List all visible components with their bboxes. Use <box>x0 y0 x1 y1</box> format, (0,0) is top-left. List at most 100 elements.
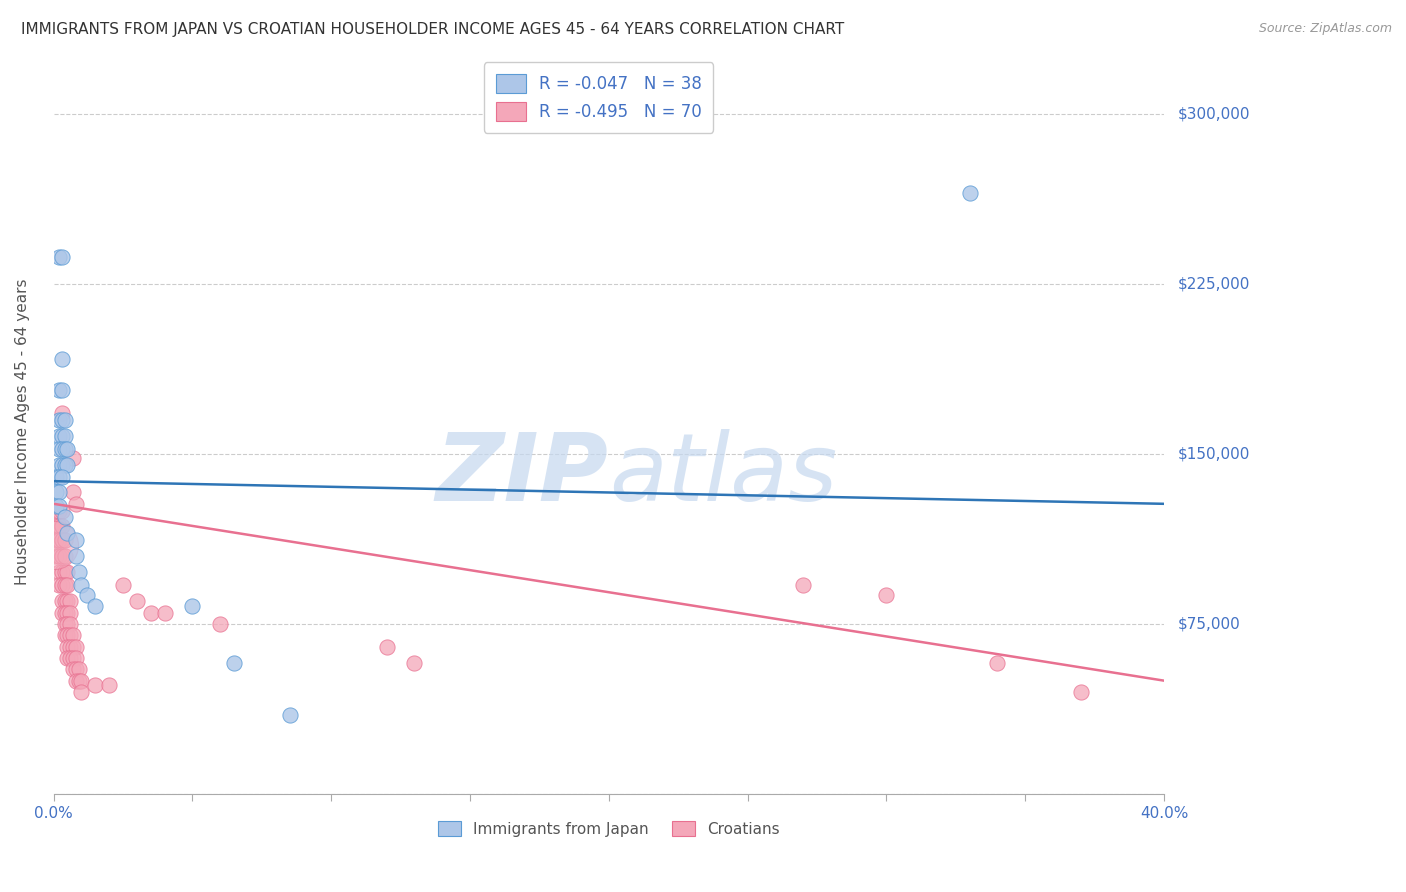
Point <box>59 606 82 620</box>
Point <box>67 565 90 579</box>
Point <box>53 413 76 427</box>
Point <box>986 656 1008 670</box>
Point <box>62 485 84 500</box>
Point <box>48 250 70 264</box>
Point <box>59 594 82 608</box>
Point <box>51 384 73 398</box>
Point <box>56 578 79 592</box>
Point <box>53 606 76 620</box>
Point <box>53 442 76 457</box>
Point <box>153 606 176 620</box>
Point <box>53 429 76 443</box>
Point <box>45 469 67 483</box>
Point <box>62 662 84 676</box>
Point <box>48 578 70 592</box>
Point <box>209 617 232 632</box>
Point <box>98 678 121 692</box>
Point <box>62 640 84 654</box>
Point <box>51 469 73 483</box>
Point <box>70 673 93 688</box>
Point <box>53 565 76 579</box>
Point <box>70 578 93 592</box>
Point <box>56 458 79 473</box>
Point <box>62 628 84 642</box>
Point <box>51 442 73 457</box>
Point <box>875 587 897 601</box>
Point <box>51 503 73 517</box>
Point <box>181 599 204 613</box>
Point <box>56 565 79 579</box>
Point <box>51 250 73 264</box>
Point <box>56 442 79 457</box>
Point <box>65 497 87 511</box>
Point <box>45 499 67 513</box>
Point <box>51 429 73 443</box>
Point <box>65 673 87 688</box>
Point <box>65 640 87 654</box>
Point <box>51 549 73 563</box>
Point <box>48 565 70 579</box>
Point <box>48 413 70 427</box>
Point <box>125 594 148 608</box>
Point <box>792 578 814 592</box>
Point <box>139 606 162 620</box>
Point <box>59 628 82 642</box>
Y-axis label: Householder Income Ages 45 - 64 years: Householder Income Ages 45 - 64 years <box>15 278 30 584</box>
Text: IMMIGRANTS FROM JAPAN VS CROATIAN HOUSEHOLDER INCOME AGES 45 - 64 YEARS CORRELAT: IMMIGRANTS FROM JAPAN VS CROATIAN HOUSEH… <box>21 22 845 37</box>
Point <box>51 594 73 608</box>
Point <box>84 678 107 692</box>
Point <box>48 549 70 563</box>
Point <box>959 186 981 201</box>
Point <box>48 503 70 517</box>
Point <box>59 640 82 654</box>
Point <box>65 662 87 676</box>
Point <box>48 485 70 500</box>
Point <box>65 549 87 563</box>
Text: atlas: atlas <box>609 429 837 520</box>
Point <box>404 656 426 670</box>
Point <box>53 510 76 524</box>
Point <box>375 640 398 654</box>
Point <box>70 685 93 699</box>
Point <box>1070 685 1092 699</box>
Point <box>51 606 73 620</box>
Point <box>51 519 73 533</box>
Text: ZIP: ZIP <box>436 429 609 521</box>
Point <box>51 413 73 427</box>
Text: $150,000: $150,000 <box>1178 446 1250 461</box>
Point <box>76 587 98 601</box>
Point <box>53 628 76 642</box>
Text: $225,000: $225,000 <box>1178 277 1250 292</box>
Point <box>56 628 79 642</box>
Point <box>67 673 90 688</box>
Point <box>53 533 76 547</box>
Point <box>48 384 70 398</box>
Point <box>56 606 79 620</box>
Point <box>45 519 67 533</box>
Point <box>59 651 82 665</box>
Point <box>48 458 70 473</box>
Point <box>53 458 76 473</box>
Point <box>278 707 301 722</box>
Point <box>45 503 67 517</box>
Text: $300,000: $300,000 <box>1178 106 1250 121</box>
Point <box>56 640 79 654</box>
Point <box>48 533 70 547</box>
Point <box>51 351 73 366</box>
Point <box>45 485 67 500</box>
Point <box>48 469 70 483</box>
Point <box>51 578 73 592</box>
Point <box>53 594 76 608</box>
Point <box>42 538 65 552</box>
Point <box>48 499 70 513</box>
Point <box>65 533 87 547</box>
Point <box>62 451 84 466</box>
Point <box>51 565 73 579</box>
Point <box>222 656 245 670</box>
Text: Source: ZipAtlas.com: Source: ZipAtlas.com <box>1258 22 1392 36</box>
Point <box>56 594 79 608</box>
Point <box>59 617 82 632</box>
Text: $75,000: $75,000 <box>1178 616 1240 632</box>
Point <box>45 533 67 547</box>
Point <box>65 651 87 665</box>
